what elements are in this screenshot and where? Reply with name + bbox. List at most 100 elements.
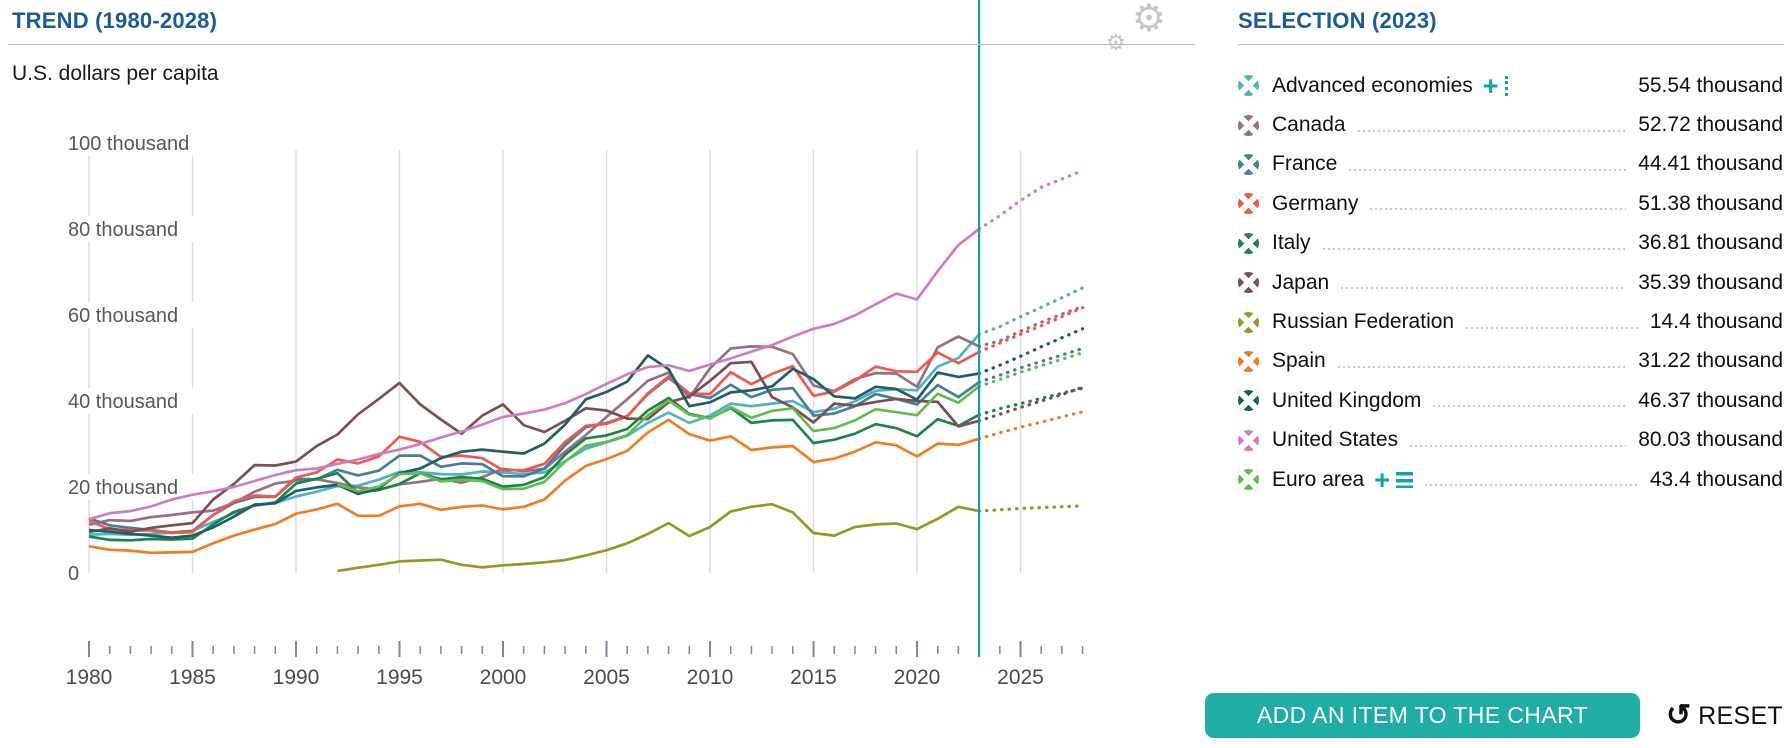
trend-chart[interactable]: 100 thousand 80 thousand 60 thousand 40 tho…: [0, 0, 1100, 748]
series-line-advanced-economies[interactable]: [88, 333, 981, 537]
plus-icon[interactable]: +: [1482, 70, 1499, 101]
y-label-mask: [60, 302, 202, 328]
list-icon[interactable]: [1396, 471, 1414, 488]
series-value: 31.22 thousand: [1638, 349, 1783, 373]
x-tick-label-2005: 2005: [583, 666, 630, 689]
series-color-icon: [1238, 311, 1259, 333]
selection-row-advanced-economies[interactable]: Advanced economies +55.54 thousand: [1238, 66, 1783, 105]
series-value: 36.81 thousand: [1638, 231, 1783, 255]
selection-row-canada[interactable]: Canada 52.72 thousand: [1238, 105, 1783, 144]
series-value: 55.54 thousand: [1638, 73, 1783, 97]
dotted-bar-icon[interactable]: [1504, 75, 1508, 96]
x-tick-label-1995: 1995: [376, 666, 423, 689]
trend-title: TREND (1980-2028): [12, 8, 218, 33]
leader-dots: [1520, 90, 1627, 93]
series-projection-united-kingdom: [977, 327, 1085, 376]
series-line-united-states[interactable]: [88, 227, 980, 521]
selection-title: SELECTION (2023): [1238, 8, 1437, 33]
leader-dots: [1322, 247, 1627, 251]
series-label: Euro area: [1272, 467, 1365, 491]
trend-divider: [8, 44, 1195, 45]
series-projection-japan: [977, 385, 1085, 423]
series-value: 52.72 thousand: [1638, 113, 1783, 137]
leader-dots: [1357, 129, 1627, 133]
x-tick-label-2025: 2025: [997, 666, 1044, 689]
selection-row-italy[interactable]: Italy 36.81 thousand: [1238, 224, 1783, 263]
y-tick-label-20: 20 thousand: [68, 477, 178, 499]
series-color-icon: [1238, 272, 1259, 294]
selection-row-united-kingdom[interactable]: United Kingdom 46.37 thousand: [1238, 381, 1783, 420]
series-color-icon: [1238, 193, 1259, 215]
selection-row-russian-federation[interactable]: Russian Federation 14.4 thousand: [1238, 302, 1783, 341]
add-item-button[interactable]: ADD AN ITEM TO THE CHART: [1205, 693, 1640, 738]
series-value: 35.39 thousand: [1638, 270, 1783, 294]
series-label: Spain: [1272, 349, 1326, 373]
series-color-icon: [1238, 232, 1259, 254]
y-label-mask: [60, 388, 202, 414]
leader-dots: [1337, 365, 1627, 369]
selection-row-euro-area[interactable]: Euro area +43.4 thousand: [1238, 460, 1783, 499]
selection-row-united-states[interactable]: United States 80.03 thousand: [1238, 421, 1783, 460]
plus-icon[interactable]: +: [1374, 464, 1391, 495]
series-color-icon: [1238, 469, 1259, 491]
leader-dots: [1349, 168, 1627, 172]
add-item-buttons[interactable]: +: [1482, 70, 1508, 101]
y-tick-label-100: 100 thousand: [68, 133, 189, 155]
x-tick-label-2010: 2010: [687, 666, 734, 689]
selection-divider: [1238, 44, 1783, 45]
y-tick-label-60: 60 thousand: [68, 305, 178, 327]
series-label: Germany: [1272, 191, 1359, 215]
series-projection-advanced-economies: [977, 286, 1085, 336]
reset-button[interactable]: ↺ RESET: [1655, 699, 1783, 733]
series-label: Canada: [1272, 113, 1346, 137]
y-label-mask: [60, 216, 202, 242]
series-label: Italy: [1272, 231, 1311, 255]
reset-icon: ↺: [1666, 699, 1692, 732]
series-label: Russian Federation: [1272, 310, 1455, 334]
series-line-canada[interactable]: [88, 335, 980, 527]
series-value: 44.41 thousand: [1638, 152, 1783, 176]
selection-row-france[interactable]: France 44.41 thousand: [1238, 145, 1783, 184]
series-color-icon: [1238, 153, 1259, 175]
selection-row-japan[interactable]: Japan 35.39 thousand: [1238, 263, 1783, 302]
series-label: United States: [1272, 428, 1399, 452]
y-label-mask: [60, 474, 202, 500]
settings-gears-icon[interactable]: ⚙ ⚙: [1104, 0, 1168, 56]
chart-axis-title: U.S. dollars per capita: [12, 62, 219, 85]
y-tick-label-40: 40 thousand: [68, 391, 178, 413]
x-tick-label-1990: 1990: [273, 666, 320, 689]
series-value: 51.38 thousand: [1638, 191, 1783, 215]
series-value: 14.4 thousand: [1649, 310, 1783, 334]
gear-small-icon: ⚙: [1106, 30, 1126, 55]
series-projection-russian-federation: [977, 504, 1085, 513]
series-label: Advanced economies: [1272, 73, 1473, 97]
series-projection-italy: [977, 386, 1085, 417]
series-line-japan[interactable]: [88, 360, 980, 534]
series-color-icon: [1238, 75, 1259, 97]
series-line-italy[interactable]: [88, 396, 980, 542]
selection-row-spain[interactable]: Spain 31.22 thousand: [1238, 342, 1783, 381]
leader-dots: [1466, 326, 1638, 330]
series-line-united-kingdom[interactable]: [88, 354, 980, 540]
series-value: 43.4 thousand: [1649, 467, 1783, 491]
series-projection-united-states: [977, 168, 1085, 231]
series-line-france[interactable]: [88, 376, 980, 534]
x-tick-label-2000: 2000: [480, 666, 527, 689]
add-item-buttons[interactable]: +: [1374, 464, 1414, 495]
series-label: United Kingdom: [1272, 388, 1422, 412]
series-line-spain[interactable]: [88, 418, 980, 555]
y-tick-label-80: 80 thousand: [68, 219, 178, 241]
series-color-icon: [1238, 429, 1259, 451]
reset-label: RESET: [1698, 701, 1783, 730]
leader-dots: [1425, 484, 1638, 488]
series-line-euro-area[interactable]: [336, 385, 980, 493]
x-tick-label-2020: 2020: [894, 666, 941, 689]
y-label-mask: [60, 560, 82, 586]
leader-dots: [1433, 405, 1627, 409]
leader-dots: [1341, 287, 1627, 291]
series-label: Japan: [1272, 270, 1330, 294]
selection-list: Advanced economies +55.54 thousand Canada 5…: [1238, 66, 1783, 499]
x-tick-label-2015: 2015: [790, 666, 837, 689]
selection-row-germany[interactable]: Germany 51.38 thousand: [1238, 184, 1783, 223]
series-line-russian-federation[interactable]: [337, 502, 980, 573]
